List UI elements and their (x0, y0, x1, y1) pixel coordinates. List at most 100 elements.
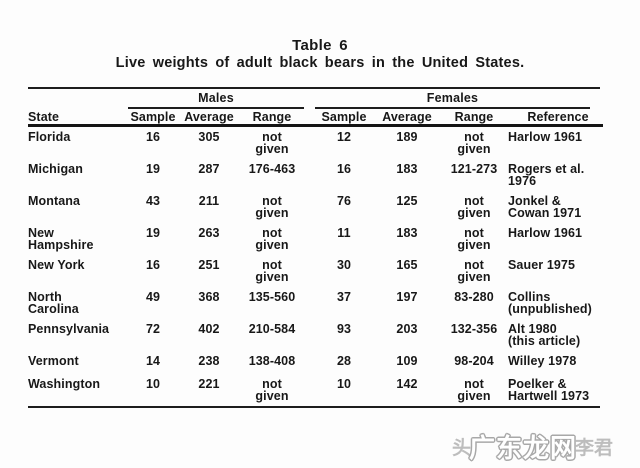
table-row-new-hampshire: New Hampshire 19 263 not given 11 183 no… (28, 226, 612, 252)
cell-females-average: 142 (396, 377, 418, 391)
watermark-gray-right: 李君 (575, 437, 614, 459)
table-number: Table 6 (292, 37, 348, 54)
cell-reference: Willey 1978 (508, 354, 577, 368)
column-header-males-sample: Sample (130, 110, 176, 124)
table-row-new-york: New York 16 251 not given 30 165 not giv… (28, 258, 612, 284)
table-row-washington: Washington 10 221 not given 10 142 not g… (28, 377, 612, 403)
cell-males-average: 402 (198, 322, 220, 336)
column-header-reference: Reference (527, 110, 589, 124)
cell-females-sample: 93 (336, 322, 352, 336)
cell-state: New York (28, 258, 85, 272)
cell-females-range: not given (457, 226, 491, 252)
cell-males-average: 251 (198, 258, 220, 272)
cell-males-average: 287 (198, 162, 220, 176)
cell-males-average: 305 (198, 130, 220, 144)
cell-state: Florida (28, 130, 71, 144)
cell-males-range: 176-463 (248, 162, 296, 176)
cell-females-sample: 76 (336, 194, 352, 208)
cell-males-sample: 16 (145, 258, 161, 272)
cell-females-sample: 10 (336, 377, 352, 391)
column-header-row: State Sample Average Range Sample Averag… (28, 110, 612, 124)
cell-males-average: 221 (198, 377, 220, 391)
cell-females-range: not given (457, 130, 491, 156)
cell-reference: Harlow 1961 (508, 130, 583, 144)
column-header-state: State (28, 110, 60, 124)
cell-females-range: 121-273 (450, 162, 498, 176)
cell-females-average: 109 (396, 354, 418, 368)
cell-females-average: 203 (396, 322, 418, 336)
cell-males-sample: 16 (145, 130, 161, 144)
cell-females-average: 183 (396, 162, 418, 176)
cell-males-sample: 49 (145, 290, 161, 304)
cell-state: New Hampshire (28, 226, 94, 252)
cell-females-average: 165 (396, 258, 418, 272)
column-header-females-average: Average (382, 110, 432, 124)
cell-state: North Carolina (28, 290, 79, 316)
table-row-pennsylvania: Pennsylvania 72 402 210-584 93 203 132-3… (28, 322, 612, 348)
table-row-michigan: Michigan 19 287 176-463 16 183 121-273 R… (28, 162, 612, 188)
table-row-vermont: Vermont 14 238 138-408 28 109 98-204 Wil… (28, 354, 612, 368)
cell-females-range: not given (457, 377, 491, 403)
cell-males-range: not given (255, 377, 289, 403)
cell-reference: Poelker & Hartwell 1973 (508, 377, 590, 403)
cell-females-sample: 37 (336, 290, 352, 304)
cell-females-average: 189 (396, 130, 418, 144)
top-rule (28, 87, 600, 89)
cell-reference: Collins (unpublished) (508, 290, 592, 316)
cell-males-range: not given (255, 194, 289, 220)
table-row-florida: Florida 16 305 not given 12 189 not give… (28, 130, 612, 156)
group-header-females: Females (426, 91, 479, 105)
bottom-rule (28, 406, 600, 408)
cell-females-sample: 11 (337, 226, 351, 240)
data-table: Males Females State Sample Average Range… (28, 87, 612, 408)
cell-reference: Sauer 1975 (508, 258, 576, 272)
cell-males-sample: 14 (145, 354, 161, 368)
cell-reference: Rogers et al. 1976 (508, 162, 585, 188)
cell-reference: Harlow 1961 (508, 226, 583, 240)
table-body: Florida 16 305 not given 12 189 not give… (28, 127, 612, 408)
watermark-gray-left: 头 (452, 437, 472, 459)
cell-state: Vermont (28, 354, 79, 368)
table-header: Males Females State Sample Average Range… (28, 87, 612, 127)
cell-females-range: not given (457, 194, 491, 220)
cell-reference: Jonkel & Cowan 1971 (508, 194, 582, 220)
females-spanner-rule (315, 107, 590, 109)
cell-males-sample: 72 (145, 322, 161, 336)
cell-females-sample: 16 (336, 162, 352, 176)
cell-females-average: 183 (396, 226, 418, 240)
cell-state: Washington (28, 377, 101, 391)
cell-males-average: 211 (198, 194, 220, 208)
cell-females-sample: 12 (336, 130, 352, 144)
table-title-block: Table 6 Live weights of adult black bear… (0, 38, 640, 71)
cell-reference: Alt 1980 (this article) (508, 322, 581, 348)
column-header-males-range: Range (252, 110, 292, 124)
group-header-males: Males (198, 91, 234, 105)
cell-females-sample: 30 (336, 258, 352, 272)
cell-males-average: 238 (198, 354, 220, 368)
cell-males-average: 368 (198, 290, 220, 304)
cell-females-average: 125 (396, 194, 418, 208)
cell-state: Michigan (28, 162, 83, 176)
column-header-females-sample: Sample (321, 110, 367, 124)
cell-females-sample: 28 (336, 354, 352, 368)
watermark-outline-text: 广东龙网 (469, 433, 578, 463)
cell-males-range: not given (255, 258, 289, 284)
cell-females-range: 98-204 (454, 354, 494, 368)
cell-males-range: not given (255, 130, 289, 156)
cell-males-sample: 43 (145, 194, 161, 208)
table-row-montana: Montana 43 211 not given 76 125 not give… (28, 194, 612, 220)
cell-males-sample: 19 (145, 226, 161, 240)
table-row-north-carolina: North Carolina 49 368 135-560 37 197 83-… (28, 290, 612, 316)
cell-males-sample: 10 (145, 377, 161, 391)
header-rule (28, 124, 603, 127)
cell-females-range: 83-280 (454, 290, 494, 304)
cell-females-average: 197 (396, 290, 418, 304)
cell-females-range: not given (457, 258, 491, 284)
males-spanner-rule (128, 107, 304, 109)
column-header-females-range: Range (454, 110, 494, 124)
cell-males-range: not given (255, 226, 289, 252)
cell-females-range: 132-356 (450, 322, 498, 336)
cell-state: Pennsylvania (28, 322, 110, 336)
cell-males-range: 138-408 (248, 354, 296, 368)
